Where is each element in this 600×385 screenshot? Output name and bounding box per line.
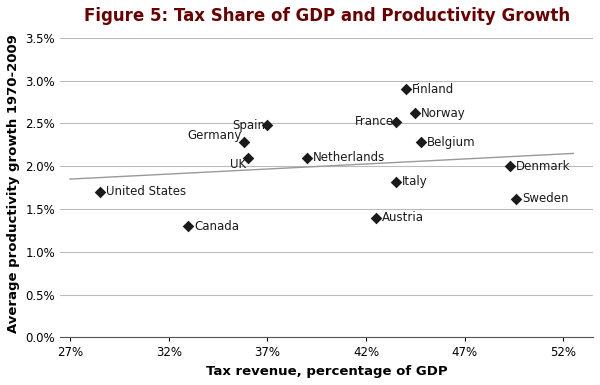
Text: Norway: Norway <box>421 107 466 120</box>
Point <box>511 196 521 202</box>
Text: Germany: Germany <box>187 129 242 142</box>
Point <box>302 155 311 161</box>
Point <box>505 163 515 169</box>
Text: Austria: Austria <box>382 211 424 224</box>
Point <box>391 119 400 125</box>
Text: Canada: Canada <box>194 220 239 233</box>
Text: France: France <box>355 115 394 128</box>
Text: Spain: Spain <box>232 119 265 132</box>
X-axis label: Tax revenue, percentage of GDP: Tax revenue, percentage of GDP <box>206 365 448 378</box>
Text: Netherlands: Netherlands <box>313 151 385 164</box>
Text: Italy: Italy <box>401 175 427 188</box>
Text: UK: UK <box>230 158 245 171</box>
Point <box>371 214 381 221</box>
Text: Finland: Finland <box>412 83 454 96</box>
Point <box>416 139 426 146</box>
Point <box>95 189 104 195</box>
Text: Denmark: Denmark <box>516 160 571 173</box>
Text: Belgium: Belgium <box>427 136 476 149</box>
Point <box>401 86 410 92</box>
Point <box>391 179 400 185</box>
Point <box>184 223 193 229</box>
Point <box>263 122 272 128</box>
Point <box>239 139 248 146</box>
Text: United States: United States <box>106 186 185 198</box>
Point <box>410 110 420 116</box>
Text: Sweden: Sweden <box>522 192 568 205</box>
Point <box>243 155 253 161</box>
Y-axis label: Average productivity growth 1970-2009: Average productivity growth 1970-2009 <box>7 34 20 333</box>
Title: Figure 5: Tax Share of GDP and Productivity Growth: Figure 5: Tax Share of GDP and Productiv… <box>83 7 569 25</box>
